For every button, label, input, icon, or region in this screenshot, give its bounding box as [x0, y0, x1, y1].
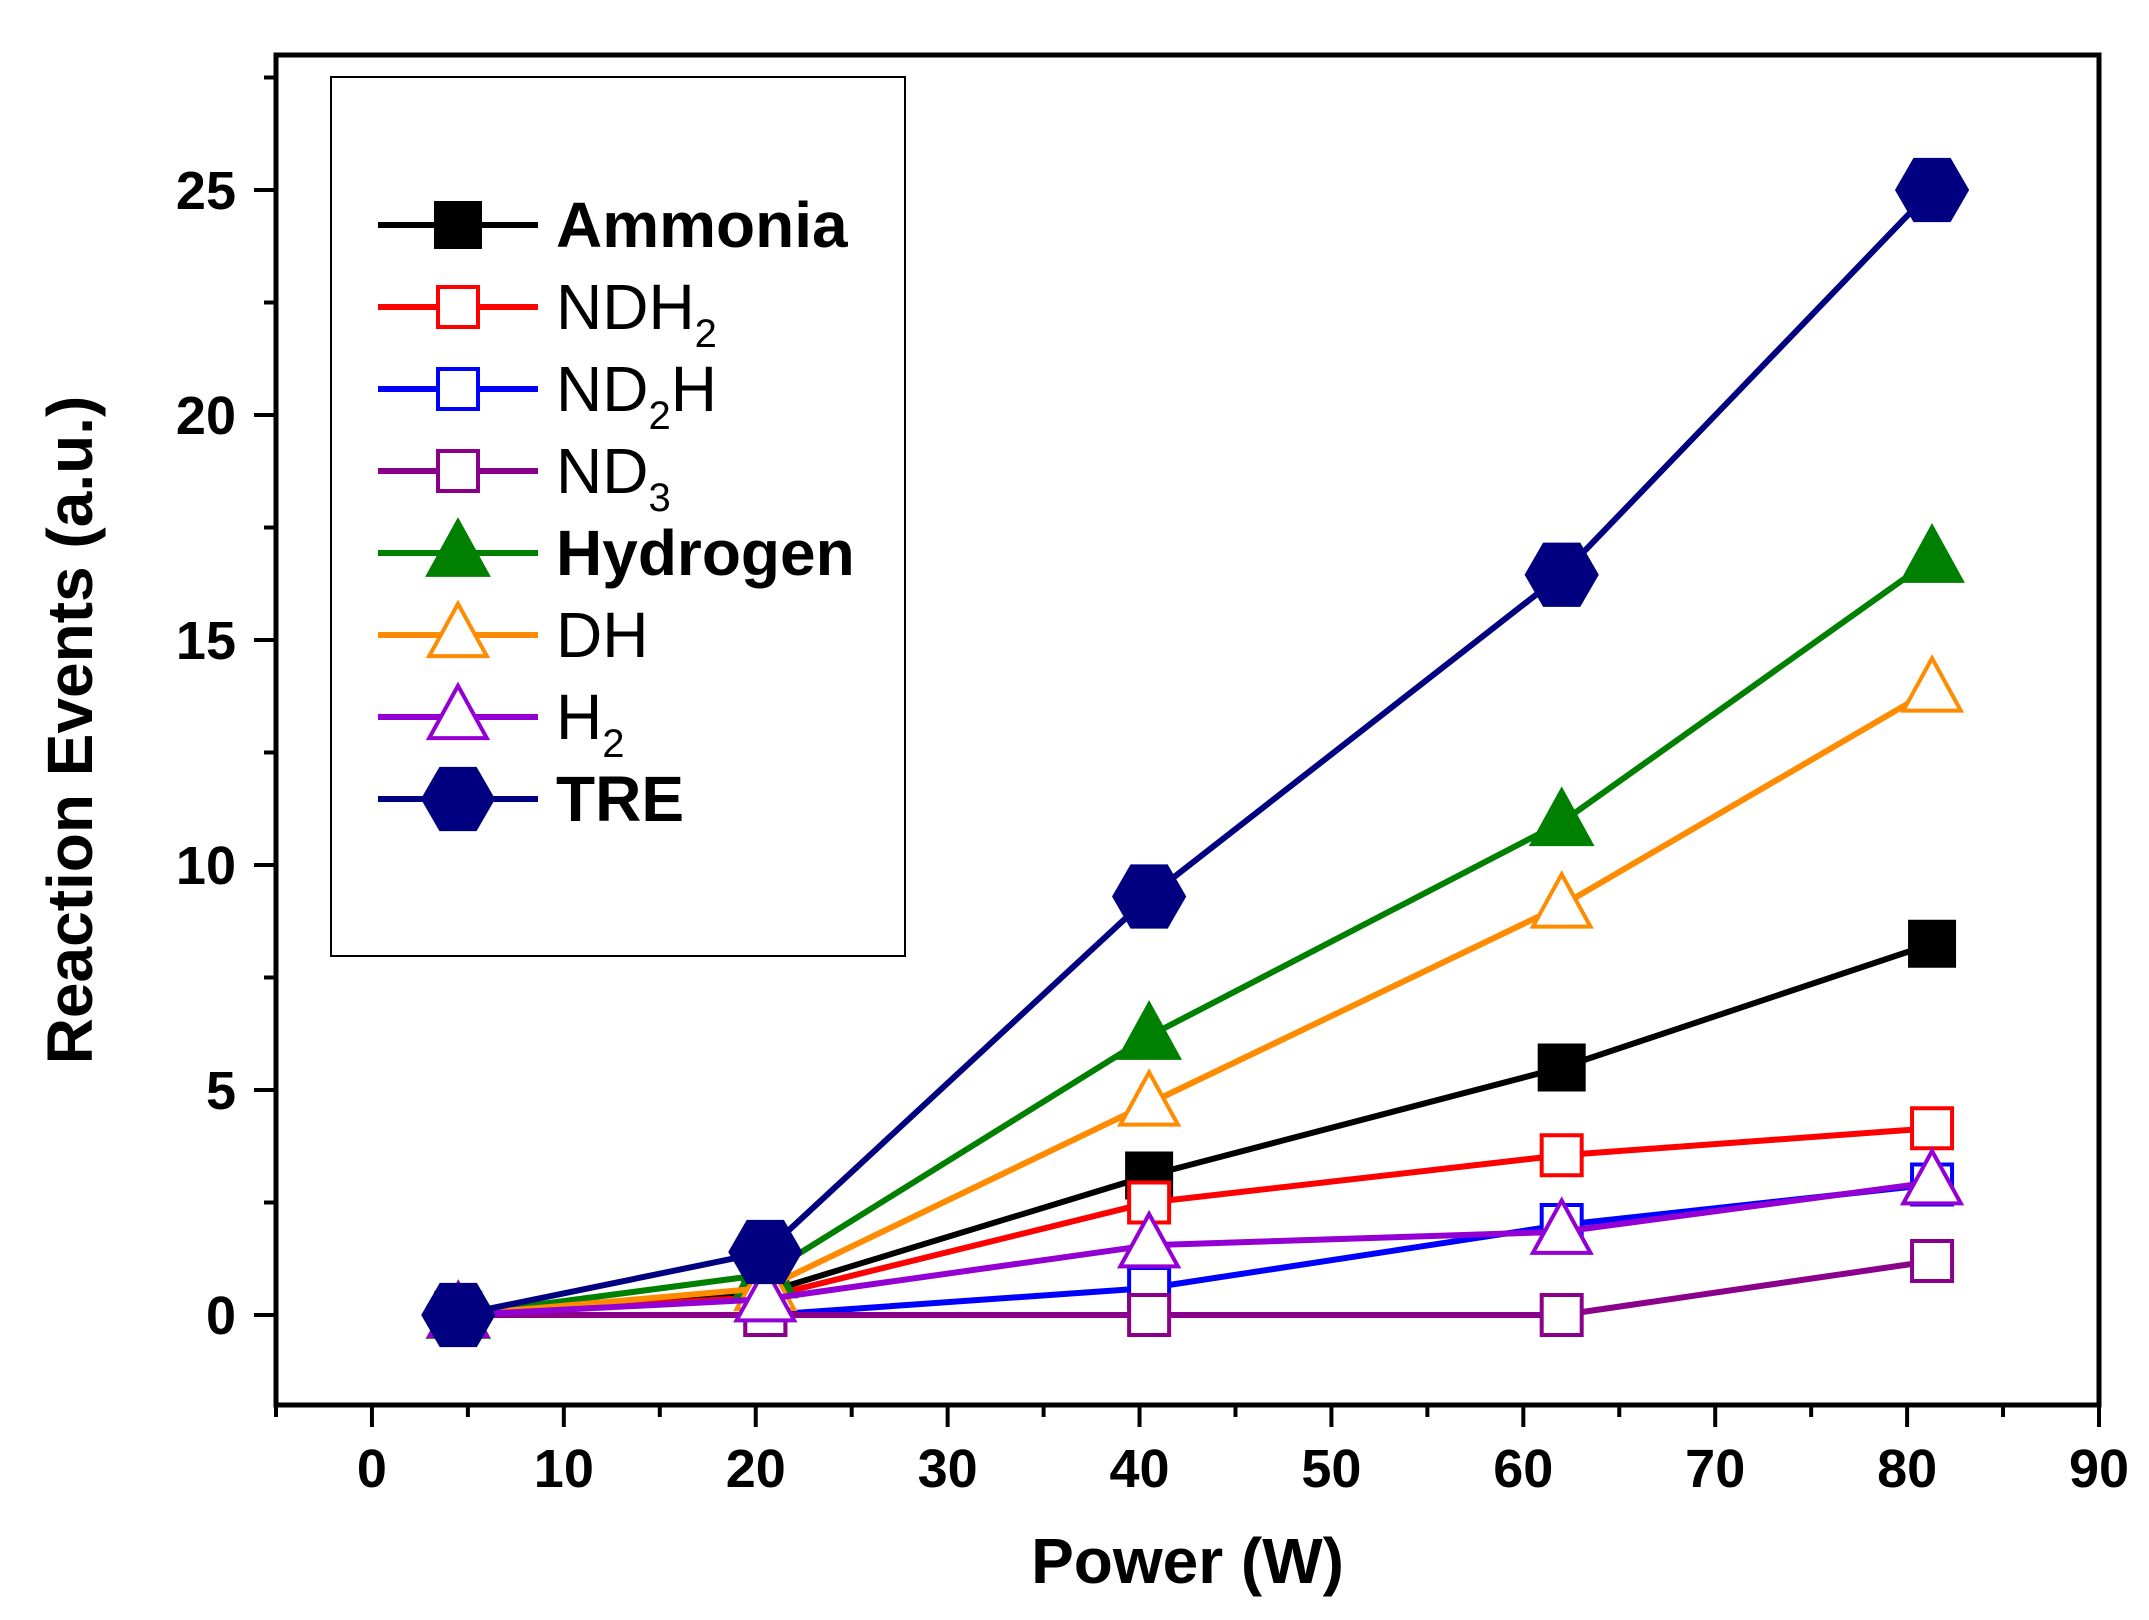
x-tick-label: 20	[726, 1439, 786, 1499]
legend-marker	[420, 766, 496, 832]
x-tick-label: 10	[534, 1439, 594, 1499]
x-axis-title: Power (W)	[1031, 1525, 1344, 1597]
data-point-dh	[1899, 654, 1965, 713]
x-tick-label: 50	[1301, 1439, 1361, 1499]
data-point-ndh2	[1910, 1106, 1955, 1151]
legend-label: H2	[556, 681, 624, 766]
legend-marker	[425, 517, 491, 577]
y-tick-label: 15	[176, 611, 236, 671]
legend-marker	[425, 599, 491, 659]
legend-item-nd2h: ND2H	[378, 353, 717, 438]
data-point-ammonia	[1908, 919, 1957, 968]
plot-frame	[273, 52, 2102, 1408]
data-point-nd3	[1910, 1239, 1955, 1283]
legend-marker	[436, 449, 480, 493]
x-tick-label: 30	[918, 1439, 978, 1499]
legend-item-nd3: ND3	[378, 435, 671, 520]
data-point-h2	[733, 1263, 798, 1323]
x-tick-label: 80	[1877, 1439, 1937, 1499]
data-point-dh	[1116, 1068, 1182, 1127]
legend-item-tre: TRE	[378, 763, 684, 835]
x-tick-label: 60	[1493, 1439, 1553, 1499]
legend-label: DH	[556, 599, 648, 671]
axis-ticks: 0 10 20 30 40 50 60 70 80 90 0 5 10 15 20 25	[176, 75, 2129, 1499]
x-tick-label: 90	[2069, 1439, 2129, 1499]
series-h2	[426, 1146, 1965, 1339]
legend-item-ndh2: NDH2	[378, 271, 717, 356]
legend-item-hydrogen: Hydrogen	[378, 517, 855, 589]
data-point-tre	[421, 1282, 496, 1348]
x-tick-label: 0	[357, 1439, 387, 1499]
y-tick-label: 10	[176, 836, 236, 896]
legend-label: TRE	[556, 763, 684, 835]
legend-item-dh: DH	[378, 599, 648, 671]
legend-marker	[436, 367, 480, 411]
legend-label: ND2H	[556, 353, 717, 438]
data-point-ndh2	[1539, 1133, 1584, 1178]
legend-label: NDH2	[556, 271, 717, 356]
data-point-tre	[728, 1219, 803, 1285]
y-tick-label: 0	[206, 1286, 236, 1346]
data-point-tre	[1894, 157, 1970, 223]
data-point-hydrogen	[1116, 1000, 1183, 1060]
data-point-h2	[1116, 1209, 1182, 1269]
data-point-h2	[1529, 1196, 1594, 1255]
data-point-ammonia	[1537, 1043, 1586, 1092]
series-line-ammonia	[458, 940, 1934, 1318]
data-point-hydrogen	[1528, 786, 1595, 847]
y-tick-label: 20	[176, 386, 236, 446]
x-tick-label: 40	[1109, 1439, 1169, 1499]
data-point-tre	[1524, 542, 1599, 607]
data-point-dh	[1529, 870, 1594, 929]
legend-label: ND3	[556, 435, 671, 520]
y-tick-label: 5	[206, 1061, 236, 1121]
legend-marker	[436, 285, 480, 329]
x-tick-label: 70	[1685, 1439, 1745, 1499]
plot-marks	[421, 157, 1970, 1348]
data-point-h2	[1899, 1146, 1965, 1206]
data-point-nd3	[1539, 1293, 1584, 1337]
data-point-hydrogen	[1899, 523, 1965, 583]
legend-marker	[425, 681, 491, 741]
series-nd2h	[436, 1162, 1955, 1337]
data-point-tre	[1112, 864, 1187, 929]
series-tre	[421, 157, 1970, 1348]
series-ndh2	[436, 1106, 1955, 1337]
y-axis-title: Reaction Events (a.u.)	[34, 396, 106, 1065]
legend-marker	[434, 201, 482, 249]
y-tick-label: 25	[176, 161, 236, 221]
legend-label: Hydrogen	[556, 517, 855, 589]
legend-item-h2: H2	[378, 681, 624, 766]
data-point-nd3	[1127, 1293, 1172, 1337]
legend-label: Ammonia	[556, 189, 848, 261]
legend-item-ammonia: Ammonia	[378, 189, 848, 261]
